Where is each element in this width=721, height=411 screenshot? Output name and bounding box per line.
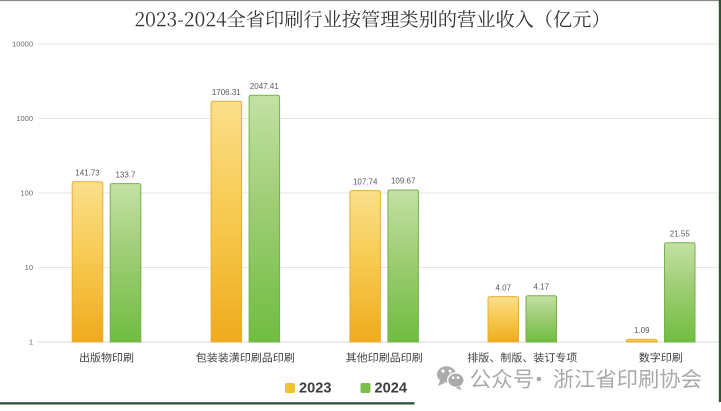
svg-text:141.73: 141.73 xyxy=(75,168,100,177)
svg-text:4.17: 4.17 xyxy=(534,283,550,292)
svg-text:133.7: 133.7 xyxy=(115,170,136,179)
svg-text:1000: 1000 xyxy=(16,114,33,123)
svg-text:10000: 10000 xyxy=(12,40,33,49)
svg-text:107.74: 107.74 xyxy=(353,177,378,186)
svg-text:1.09: 1.09 xyxy=(634,326,650,335)
svg-text:2047.41: 2047.41 xyxy=(250,82,279,91)
svg-text:10: 10 xyxy=(25,263,33,272)
svg-text:2023: 2023 xyxy=(299,381,331,397)
svg-text:100: 100 xyxy=(20,189,33,198)
svg-text:4.07: 4.07 xyxy=(496,283,512,292)
svg-text:21.55: 21.55 xyxy=(670,229,691,238)
svg-text:2024: 2024 xyxy=(375,381,408,397)
svg-text:1: 1 xyxy=(29,338,33,347)
svg-text:1706.31: 1706.31 xyxy=(212,88,241,97)
svg-text:109.67: 109.67 xyxy=(391,177,416,186)
